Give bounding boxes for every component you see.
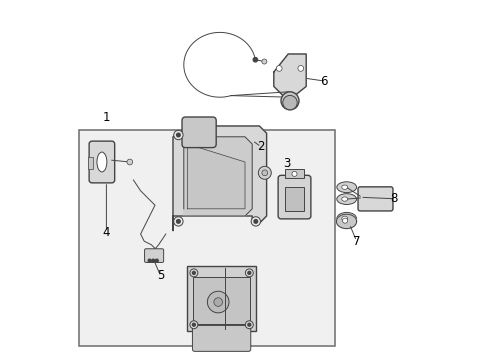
Circle shape [207, 291, 229, 313]
Circle shape [127, 159, 133, 165]
Text: 6: 6 [320, 75, 328, 87]
Polygon shape [173, 126, 267, 230]
Circle shape [298, 66, 304, 71]
Circle shape [176, 220, 180, 223]
Ellipse shape [342, 216, 348, 221]
Ellipse shape [342, 185, 348, 189]
Text: 8: 8 [391, 192, 398, 205]
Bar [79, 130, 335, 346]
Ellipse shape [191, 128, 209, 142]
Circle shape [190, 269, 198, 277]
Text: 1: 1 [102, 111, 110, 123]
Circle shape [262, 170, 268, 176]
Ellipse shape [337, 182, 357, 193]
Circle shape [262, 59, 267, 64]
Text: 2: 2 [257, 140, 265, 153]
Ellipse shape [337, 194, 357, 204]
Circle shape [343, 218, 347, 223]
Circle shape [283, 95, 297, 110]
Circle shape [174, 217, 183, 226]
Circle shape [214, 298, 222, 306]
Ellipse shape [342, 197, 348, 201]
Ellipse shape [186, 124, 215, 146]
Circle shape [190, 321, 198, 329]
Circle shape [248, 323, 251, 326]
Circle shape [281, 92, 299, 110]
Text: 5: 5 [157, 269, 164, 282]
Polygon shape [337, 214, 357, 229]
Circle shape [245, 321, 253, 329]
Bar [285, 169, 304, 178]
Bar [88, 157, 93, 169]
Circle shape [148, 259, 151, 262]
Polygon shape [184, 137, 252, 216]
Text: 4: 4 [102, 226, 110, 239]
Bar [187, 266, 256, 331]
Circle shape [251, 217, 261, 226]
Circle shape [174, 130, 183, 140]
Ellipse shape [97, 152, 107, 172]
FancyBboxPatch shape [193, 325, 251, 351]
Circle shape [193, 323, 196, 326]
Circle shape [276, 66, 282, 71]
Circle shape [254, 220, 258, 223]
Ellipse shape [337, 212, 357, 225]
Bar [285, 187, 304, 211]
Circle shape [245, 269, 253, 277]
Text: 3: 3 [283, 157, 291, 170]
Circle shape [152, 259, 155, 262]
Circle shape [253, 58, 258, 62]
Circle shape [292, 171, 297, 176]
FancyBboxPatch shape [278, 175, 311, 219]
Text: 7: 7 [353, 235, 360, 248]
FancyBboxPatch shape [358, 187, 393, 211]
Circle shape [248, 271, 251, 274]
FancyBboxPatch shape [89, 141, 115, 183]
Polygon shape [187, 144, 245, 209]
FancyBboxPatch shape [145, 249, 164, 262]
Circle shape [155, 259, 158, 262]
Bar [193, 277, 250, 324]
Circle shape [193, 271, 196, 274]
Circle shape [176, 133, 180, 137]
FancyBboxPatch shape [182, 117, 216, 148]
Circle shape [258, 166, 271, 179]
Polygon shape [274, 54, 306, 101]
